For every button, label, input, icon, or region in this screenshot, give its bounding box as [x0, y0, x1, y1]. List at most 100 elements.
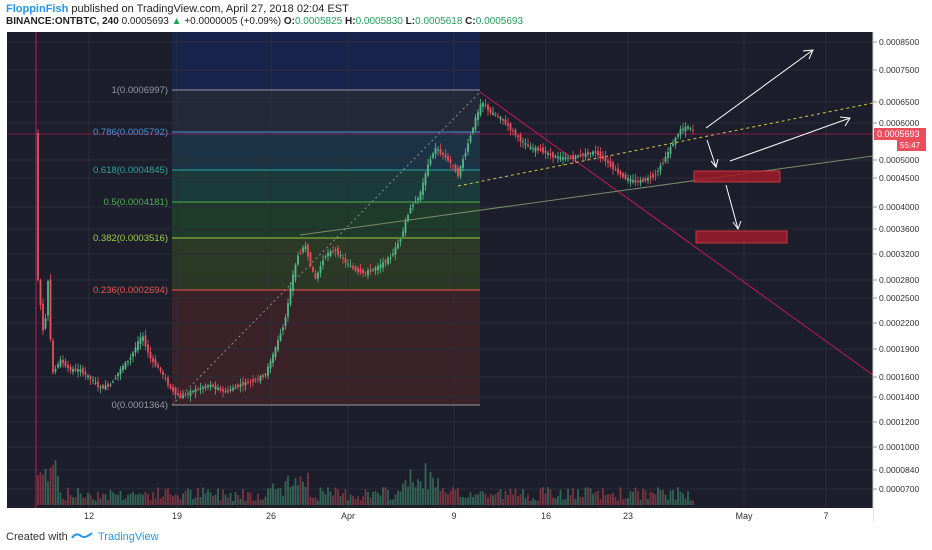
volume-bar	[309, 496, 312, 505]
volume-bar	[167, 488, 169, 505]
volume-bar	[224, 494, 227, 505]
candle-body	[194, 389, 197, 393]
fib-label: 0.236(0.0002694)	[93, 285, 168, 296]
grid	[7, 32, 873, 508]
candle-body	[662, 162, 664, 164]
volume-bar	[584, 487, 587, 505]
volume-bar	[229, 492, 232, 505]
time-label: 26	[266, 511, 276, 521]
candle-body	[609, 160, 612, 167]
volume-bar	[442, 488, 444, 505]
volume-bar	[534, 500, 537, 505]
candle-body	[559, 156, 562, 160]
volume-bar	[612, 492, 614, 505]
candle-body	[669, 146, 672, 155]
volume-bar	[209, 492, 212, 505]
volume-bar	[607, 493, 609, 505]
candle-body	[587, 151, 589, 155]
candle-body	[649, 176, 652, 179]
volume-bar	[172, 496, 174, 505]
candle-body	[434, 147, 437, 155]
volume-bar	[54, 460, 57, 505]
candle-body	[594, 151, 597, 154]
candle-body	[212, 384, 214, 387]
candle-body	[267, 366, 269, 376]
candle-body	[282, 327, 284, 331]
volume-bar	[119, 490, 122, 505]
candle-body	[237, 384, 239, 388]
volume-bar	[57, 476, 59, 505]
candle-body	[79, 369, 82, 373]
arrow-up-1	[705, 49, 814, 129]
author-link[interactable]: FloppinFish	[6, 3, 69, 15]
volume-bar	[327, 487, 329, 505]
volume-bar	[457, 487, 459, 505]
volume-bar	[277, 488, 279, 505]
time-label: May	[735, 511, 753, 521]
last-price: 0.0005693	[121, 16, 169, 27]
volume-bar	[452, 487, 454, 505]
volume-bar	[689, 500, 692, 505]
volume-bar	[554, 498, 557, 505]
price-chart[interactable]: 1(0.0006997) 0.786(0.0005792) 0.618(0.0004…	[0, 30, 932, 522]
candle-body	[557, 156, 559, 159]
price-label: 0.0001600	[879, 372, 919, 382]
volume-bar	[579, 496, 582, 505]
volume-bar	[147, 493, 149, 505]
candle-body	[242, 381, 244, 386]
volume-bar	[319, 487, 322, 505]
volume-bar	[437, 478, 439, 505]
time-label: 23	[623, 511, 633, 521]
candle-body	[129, 357, 132, 360]
volume-bar	[409, 469, 412, 505]
volume-bar	[149, 500, 152, 505]
volume-bar	[52, 464, 54, 505]
volume-bar	[487, 497, 489, 505]
candle-body	[519, 134, 522, 142]
volume-bar	[432, 477, 434, 505]
volume-bar	[97, 491, 99, 505]
volume-bar	[684, 498, 687, 505]
time-axis[interactable]	[7, 508, 873, 522]
volume-bar	[77, 488, 79, 505]
volume-bar	[659, 489, 662, 505]
volume-bar	[412, 482, 414, 505]
candle-body	[674, 137, 677, 145]
volume-bar	[364, 489, 367, 505]
candle-body	[284, 317, 287, 326]
candle-body	[654, 174, 657, 176]
volume-bar	[399, 491, 402, 505]
candle-body	[289, 287, 292, 305]
volume-bar	[114, 494, 117, 505]
price-axis[interactable]	[873, 32, 932, 522]
volume-bar	[572, 488, 574, 505]
volume-bar	[439, 491, 442, 505]
volume-bar	[244, 500, 247, 505]
volume-bar	[662, 489, 664, 505]
volume-bar	[272, 483, 274, 505]
volume-bar	[482, 491, 484, 505]
price-label: 0.0005000	[879, 155, 919, 165]
candle-body	[204, 386, 207, 388]
volume-bar	[192, 499, 194, 505]
candle-body	[487, 104, 489, 111]
fib-zone-4	[172, 202, 480, 238]
candle-body	[467, 143, 469, 152]
volume-bar	[207, 489, 209, 505]
arrow-head-4	[732, 220, 742, 231]
fib-label: 0.382(0.0003516)	[93, 233, 168, 244]
volume-bar	[577, 489, 579, 505]
volume-bar	[627, 498, 629, 505]
candle-body	[529, 146, 532, 149]
fib-levels	[172, 89, 480, 406]
tradingview-brand[interactable]: TradingView	[98, 531, 159, 543]
price-label: 0.0000700	[879, 484, 919, 494]
volume-bar	[539, 488, 542, 505]
candle-body	[424, 173, 427, 186]
candle-body	[632, 180, 634, 183]
time-label: 12	[84, 511, 94, 521]
volume-bar	[89, 494, 92, 505]
volume-bar	[484, 493, 487, 505]
candle-body	[167, 377, 169, 386]
fib-label: 0.5(0.0004181)	[104, 197, 168, 208]
